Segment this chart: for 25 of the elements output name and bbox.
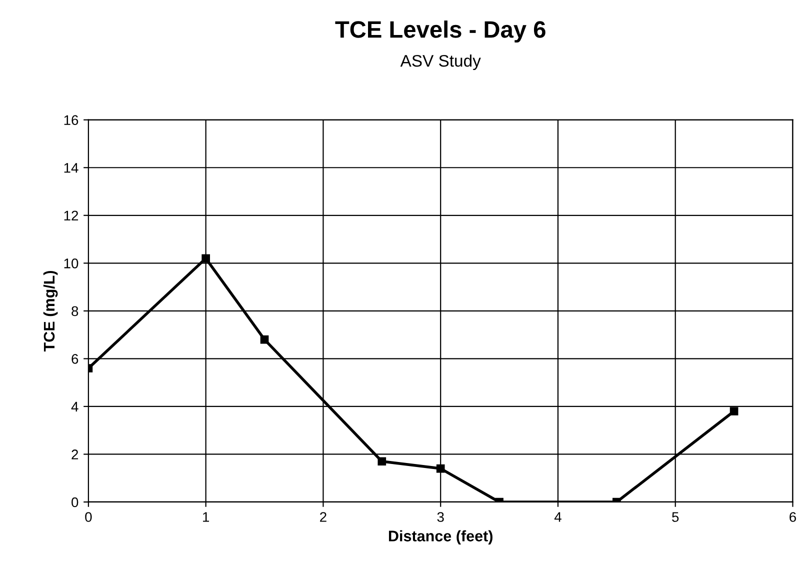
point [202,254,210,263]
x-tick-label: 5 [672,512,679,522]
point [260,335,269,344]
x-tick-label: 1 [203,512,210,522]
y-tick-label: 6 [72,354,78,364]
y-axis-title: TCE (mg/L) [43,270,58,352]
chart-subtitle: ASV Study [400,54,481,70]
y-tick-label: 16 [64,115,78,126]
point [730,407,738,416]
x-tick-label: 3 [437,512,444,522]
x-tick-label: 2 [320,512,326,522]
y-tick-label: 4 [71,402,78,412]
x-tick-label: 4 [554,512,562,522]
y-tick-label: 10 [64,258,78,268]
chart-title: TCE Levels - Day 6 [335,20,546,43]
x-axis-title: Distance (feet) [388,530,492,544]
y-tick-label: 12 [64,210,78,220]
point [436,464,445,473]
y-tick-label: 2 [72,450,78,460]
x-tick-label: 0 [85,512,92,522]
x-tick-label: 6 [790,512,796,522]
y-tick-label: 8 [72,306,78,316]
y-tick-label: 14 [64,163,78,173]
y-tick-label: 0 [72,497,78,508]
point [378,457,386,466]
